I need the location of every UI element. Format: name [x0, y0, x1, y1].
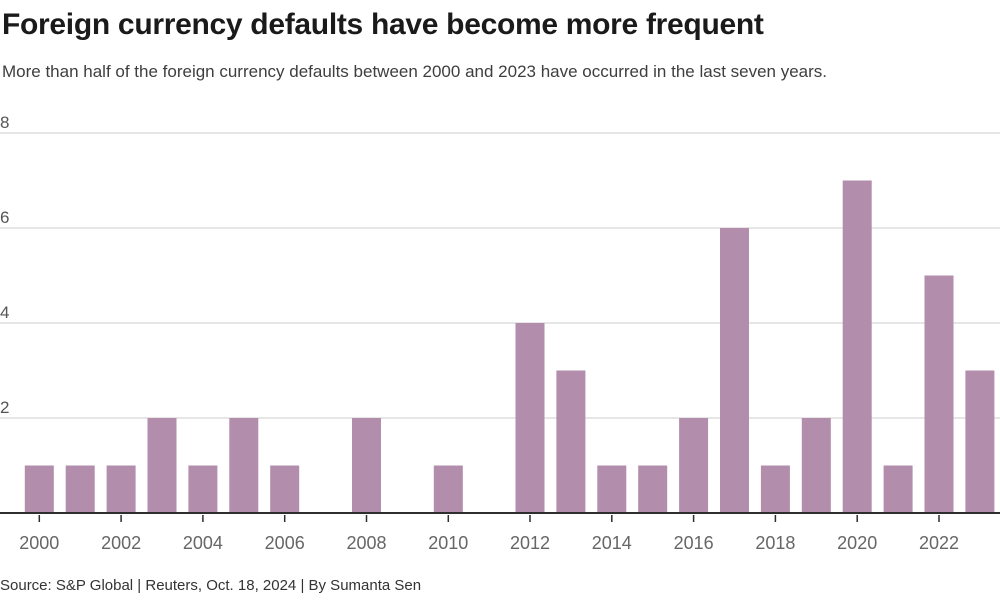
y-tick-label: 6 [0, 208, 9, 227]
bar-2012 [515, 323, 545, 513]
y-tick-label: 4 [0, 303, 9, 322]
bar-2010 [433, 465, 463, 513]
x-tick-label: 2006 [265, 533, 305, 553]
bar-2023 [965, 370, 995, 513]
x-tick-label: 2018 [755, 533, 795, 553]
x-tick-label: 2002 [101, 533, 141, 553]
bar-2018 [760, 465, 790, 513]
bar-2014 [597, 465, 627, 513]
bar-2015 [638, 465, 668, 513]
x-tick-label: 2004 [183, 533, 223, 553]
bar-2019 [801, 418, 831, 513]
bar-2022 [924, 275, 954, 513]
bar-2020 [842, 180, 872, 513]
x-tick-label: 2012 [510, 533, 550, 553]
bar-2017 [720, 228, 749, 513]
bar-2002 [106, 465, 136, 513]
source-attribution: Source: S&P Global | Reuters, Oct. 18, 2… [0, 577, 422, 594]
x-tick-label: 2016 [674, 533, 714, 553]
bar-2001 [65, 465, 95, 513]
bar-2000 [24, 465, 54, 513]
bar-2021 [883, 465, 913, 513]
bar-2013 [556, 370, 586, 513]
x-tick-label: 2010 [428, 533, 468, 553]
y-tick-label: 2 [0, 398, 9, 417]
bar-2004 [188, 465, 218, 513]
y-tick-label: 8 [0, 113, 9, 132]
bar-2008 [352, 418, 381, 513]
bar-2003 [147, 418, 177, 513]
x-tick-label: 2014 [592, 533, 632, 553]
chart-title: Foreign currency defaults have become mo… [2, 8, 764, 41]
x-tick-label: 2008 [346, 533, 386, 553]
bar-2016 [679, 418, 709, 513]
x-tick-label: 2000 [19, 533, 59, 553]
chart-subtitle: More than half of the foreign currency d… [2, 62, 828, 81]
bar-2006 [270, 465, 300, 513]
bar-2005 [229, 418, 259, 513]
bar-chart: 2 4 6 8 2000 2002 2004 2006 2008 2010 2012 2014 2016… [0, 113, 1000, 553]
x-tick-label: 2020 [837, 533, 877, 553]
x-tick-label: 2022 [919, 533, 959, 553]
